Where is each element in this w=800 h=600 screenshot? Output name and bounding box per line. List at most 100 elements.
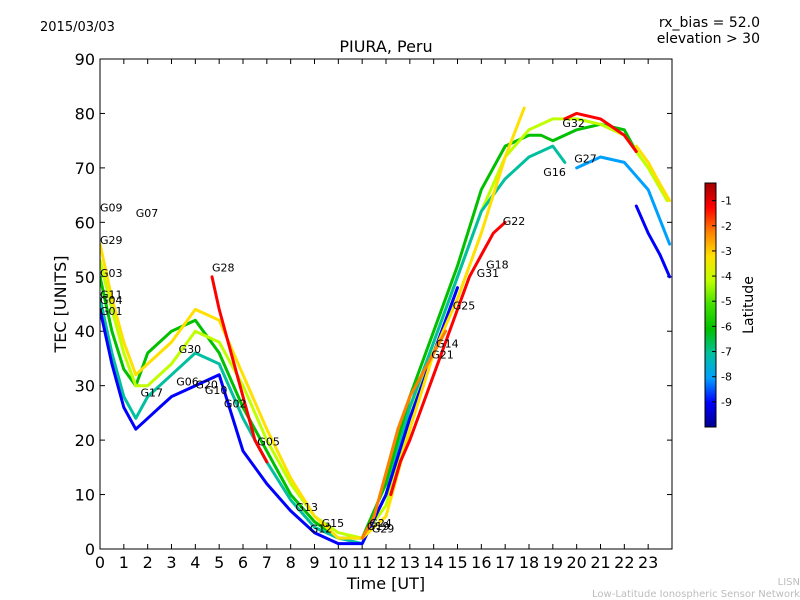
- sat-label: G24: [369, 517, 392, 530]
- colorbar-tick-label: -1: [721, 195, 732, 208]
- watermark-network: Low-Latitude Ionospheric Sensor Network: [592, 589, 800, 600]
- x-tick-label: 14: [423, 553, 443, 572]
- colorbar-gradient: [704, 182, 717, 428]
- colorbar-tick-label: -6: [721, 320, 732, 333]
- x-tick-label: 11: [352, 553, 372, 572]
- y-tick-label: 0: [85, 540, 95, 559]
- x-tick-label: 19: [543, 553, 563, 572]
- x-tick-label: 23: [638, 553, 658, 572]
- x-tick-labels: 0 1 2 3 4 5 6 7 8 9 10 11 12 13 14 15 16 17 18 19 20 21 22 23: [95, 553, 658, 572]
- series-L: [210, 275, 269, 464]
- x-tick-label: 15: [447, 553, 467, 572]
- x-tick-label: 22: [614, 553, 634, 572]
- colorbar-label: Latitude: [741, 276, 757, 334]
- sat-label: G29: [372, 523, 395, 536]
- watermark-lisn: LISN: [778, 577, 800, 588]
- y-tick-label: 50: [75, 268, 95, 287]
- x-tick-label: 21: [590, 553, 610, 572]
- colorbar-tick-label: -4: [721, 270, 732, 283]
- y-tick-label: 20: [75, 431, 95, 450]
- sat-label: G21: [431, 348, 454, 361]
- x-tick-label: 1: [119, 553, 129, 572]
- x-axis-label: Time [UT]: [346, 574, 425, 593]
- y-tick-label: 60: [75, 213, 95, 232]
- y-tick-label: 80: [75, 104, 95, 123]
- x-tick-label: 3: [166, 553, 176, 572]
- colorbar-tick-label: -8: [721, 371, 732, 384]
- sat-label: G07: [136, 207, 159, 220]
- x-tick-label: 20: [566, 553, 586, 572]
- sat-label: G12: [310, 523, 333, 536]
- colorbar-tick-label: -7: [721, 346, 732, 359]
- series-E: [100, 106, 526, 540]
- elevation-label: elevation > 30: [657, 31, 760, 47]
- x-tick-label: 9: [309, 553, 319, 572]
- series-B: [100, 117, 669, 540]
- y-tick-label: 70: [75, 159, 95, 178]
- sat-label: G10: [205, 384, 228, 397]
- series-J: [360, 329, 448, 540]
- x-tick-label: 4: [190, 553, 200, 572]
- x-tick-label: 8: [286, 553, 296, 572]
- sat-label: G28: [212, 261, 235, 274]
- sat-label: G27: [574, 152, 597, 165]
- sat-label: G14: [436, 338, 459, 351]
- sat-label: G29: [100, 234, 123, 247]
- series-I: [634, 204, 672, 279]
- chart-title: PIURA, Peru: [339, 37, 432, 56]
- y-axis-label: TEC [UNITS]: [51, 256, 70, 354]
- series-K: [389, 220, 507, 497]
- sat-label: G25: [453, 299, 476, 312]
- x-tick-label: 13: [400, 553, 420, 572]
- x-tick-label: 2: [143, 553, 153, 572]
- sat-label: G17: [141, 387, 164, 400]
- x-tick-label: 7: [262, 553, 272, 572]
- sat-label: G32: [562, 117, 585, 130]
- sat-label: G15: [322, 517, 345, 530]
- colorbar-tick-label: -5: [721, 295, 732, 308]
- sat-label: G20: [195, 378, 218, 391]
- latitude-colorbar: -1 -2 -3 -4 -5 -6 -7 -8 -9 Latitude: [704, 182, 757, 428]
- colorbar-tick-label: -2: [721, 220, 732, 233]
- series-F: [563, 111, 638, 154]
- x-tick-label: 16: [471, 553, 491, 572]
- y-tick-label: 30: [75, 377, 95, 396]
- y-tick-label: 40: [75, 322, 95, 341]
- y-tick-label: 90: [75, 50, 95, 69]
- sat-label: G02: [224, 397, 247, 410]
- sat-label: G09: [100, 201, 123, 214]
- colorbar-ticks: -1 -2 -3 -4 -5 -6 -7 -8 -9: [712, 195, 732, 409]
- x-tick-label: 0: [95, 553, 105, 572]
- sat-label: G06: [176, 376, 199, 389]
- date-label: 2015/03/03: [40, 20, 115, 35]
- x-tick-label: 18: [519, 553, 539, 572]
- x-tick-label: 10: [328, 553, 348, 572]
- sat-label: G19: [367, 520, 390, 533]
- x-tick-label: 12: [376, 553, 396, 572]
- series-layer: [100, 106, 672, 546]
- sat-label: G05: [257, 436, 280, 449]
- plot-frame: [99, 58, 673, 550]
- sat-label: G04: [100, 294, 123, 307]
- x-tick-label: 17: [495, 553, 515, 572]
- sat-label: G31: [477, 267, 500, 280]
- series-G: [634, 144, 672, 203]
- sat-label: G16: [543, 166, 566, 179]
- sat-label: G18: [486, 259, 509, 272]
- sat-label: G30: [179, 343, 202, 356]
- colorbar-tick-label: -9: [721, 396, 732, 409]
- y-tick-label: 10: [75, 486, 95, 505]
- colorbar-tick-label: -3: [721, 245, 732, 258]
- sat-label: G11: [100, 289, 123, 302]
- x-tick-label: 5: [214, 553, 224, 572]
- rx-bias-label: rx_bias = 52.0: [659, 15, 760, 31]
- sat-label: G13: [295, 501, 318, 514]
- sat-label: G22: [503, 215, 526, 228]
- y-tick-labels: 0 10 20 30 40 50 60 70 80 90: [75, 50, 95, 559]
- sat-label: G01: [100, 305, 123, 318]
- series-D: [100, 286, 459, 546]
- sat-label: G03: [100, 267, 123, 280]
- series-H: [575, 155, 672, 246]
